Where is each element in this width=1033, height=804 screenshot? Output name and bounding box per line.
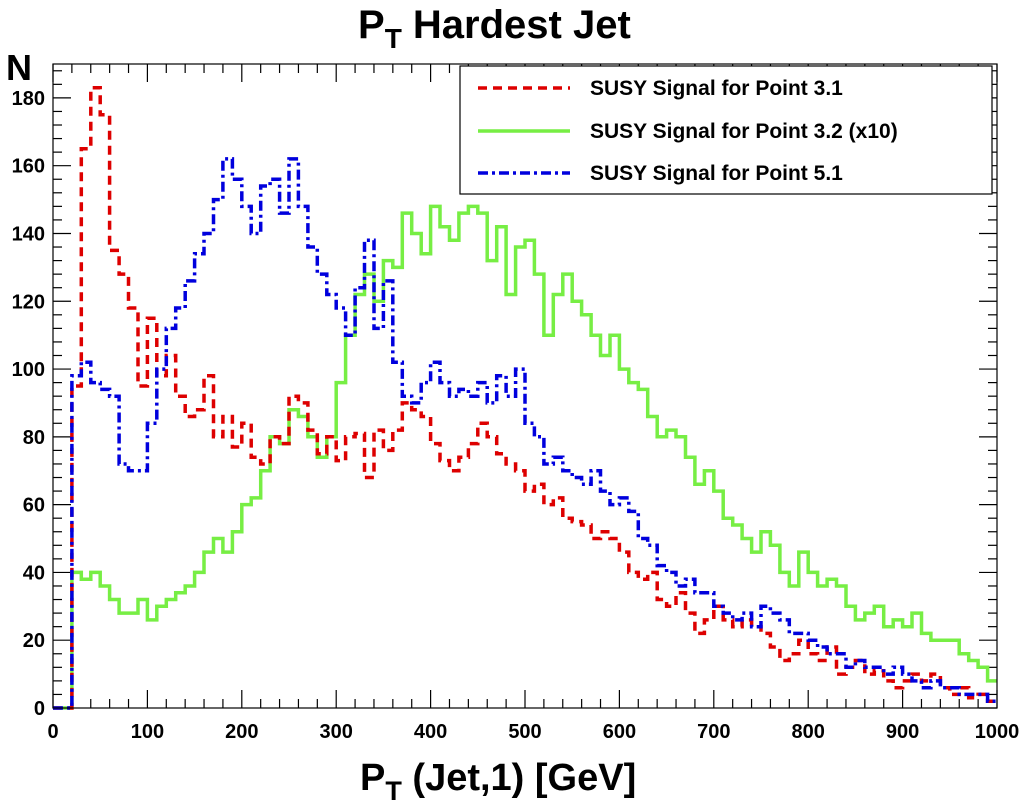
- y-tick-label: 80: [23, 427, 45, 449]
- y-tick-label: 20: [23, 630, 45, 652]
- x-tick-label: 0: [47, 721, 58, 743]
- x-tick-label: 400: [414, 721, 447, 743]
- x-tick-label: 300: [320, 721, 353, 743]
- x-tick-label: 900: [886, 721, 919, 743]
- x-tick-label: 800: [792, 721, 825, 743]
- y-tick-label: 100: [12, 359, 45, 381]
- legend-label-point-5-1: SUSY Signal for Point 5.1: [590, 162, 843, 185]
- plot-frame: [52, 63, 998, 709]
- y-axis-title: N: [6, 47, 32, 88]
- y-tick-label: 120: [12, 291, 45, 313]
- y-tick-label: 160: [12, 156, 45, 178]
- x-tick-label: 100: [131, 721, 164, 743]
- y-tick-label: 0: [34, 698, 45, 720]
- y-tick-label: 180: [12, 88, 45, 110]
- legend-label-point-3-1: SUSY Signal for Point 3.1: [590, 77, 843, 100]
- series-point-5-1: [53, 157, 997, 710]
- axis-tick-labels: 0 100 200 300 400 500 600 700 800 900 1000 0 20 40 60 8…: [12, 88, 1020, 743]
- x-tick-label: 700: [697, 721, 730, 743]
- legend: SUSY Signal for Point 3.1 SUSY Signal fo…: [459, 65, 993, 195]
- series-point-3-2: [53, 204, 997, 710]
- x-tick-label: 500: [508, 721, 541, 743]
- series-layer: [53, 85, 997, 710]
- series-point-3-1: [53, 85, 997, 710]
- y-tick-label: 140: [12, 223, 45, 245]
- y-tick-label: 40: [23, 562, 45, 584]
- y-tick-label: 60: [23, 495, 45, 517]
- x-tick-label: 200: [225, 721, 258, 743]
- chart-title: PT Hardest Jet: [358, 3, 631, 54]
- legend-label-point-3-2: SUSY Signal for Point 3.2 (x10): [590, 120, 898, 143]
- x-tick-label: 1000: [975, 721, 1020, 743]
- x-tick-label: 600: [603, 721, 636, 743]
- x-axis-title: PT (Jet,1) [GeV]: [360, 757, 636, 804]
